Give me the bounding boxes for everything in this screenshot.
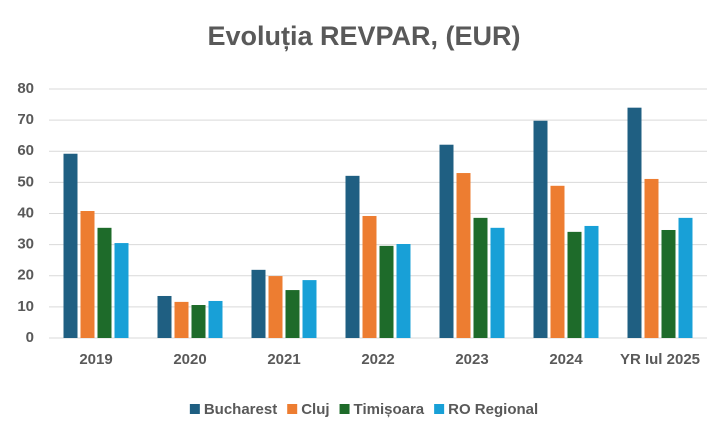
y-tick-label: 50 xyxy=(17,173,34,190)
bar xyxy=(644,178,659,338)
bar xyxy=(80,211,95,338)
bar xyxy=(302,280,317,338)
bar xyxy=(473,217,488,338)
bar xyxy=(208,300,223,338)
y-tick-label: 40 xyxy=(17,204,34,221)
y-tick-label: 80 xyxy=(17,80,34,97)
bar xyxy=(533,120,548,338)
x-tick-label: 2021 xyxy=(267,351,300,368)
bar xyxy=(345,175,360,338)
legend-swatch xyxy=(339,404,350,414)
y-tick-label: 20 xyxy=(17,267,34,284)
bar xyxy=(567,231,582,338)
x-tick-label: 2020 xyxy=(173,351,206,368)
y-tick-label: 30 xyxy=(17,236,34,253)
x-tick-label: 2019 xyxy=(79,351,112,368)
bar xyxy=(490,227,505,338)
legend-label: Cluj xyxy=(301,401,329,418)
y-tick-label: 0 xyxy=(26,329,34,346)
bar xyxy=(174,301,189,338)
bar xyxy=(251,269,266,338)
bar xyxy=(439,144,454,338)
bar xyxy=(268,276,283,338)
legend-label: RO Regional xyxy=(448,401,538,418)
legend-label: Bucharest xyxy=(204,401,277,418)
bar xyxy=(678,217,693,338)
bar xyxy=(456,173,471,338)
x-tick-label: YR Iul 2025 xyxy=(620,351,700,368)
bar xyxy=(627,107,642,338)
x-tick-label: 2024 xyxy=(549,351,583,368)
y-tick-label: 10 xyxy=(17,298,34,315)
bar xyxy=(661,229,676,338)
bar xyxy=(285,290,300,338)
bar xyxy=(584,225,599,338)
bar xyxy=(550,185,565,338)
bar xyxy=(157,295,172,338)
legend-swatch xyxy=(434,404,445,414)
chart-title: Evoluția REVPAR, (EUR) xyxy=(207,21,520,51)
y-tick-label: 70 xyxy=(17,111,34,128)
legend-swatch xyxy=(287,404,298,414)
bar xyxy=(191,305,206,338)
bar xyxy=(396,244,411,338)
bar xyxy=(97,227,112,338)
x-tick-label: 2022 xyxy=(361,351,394,368)
bar xyxy=(114,243,129,338)
x-tick-label: 2023 xyxy=(455,351,488,368)
legend-swatch xyxy=(189,404,200,414)
legend-label: Timișoara xyxy=(354,401,425,418)
bar xyxy=(379,245,394,338)
bar xyxy=(362,215,377,338)
bar xyxy=(63,153,78,338)
y-tick-label: 60 xyxy=(17,142,34,159)
